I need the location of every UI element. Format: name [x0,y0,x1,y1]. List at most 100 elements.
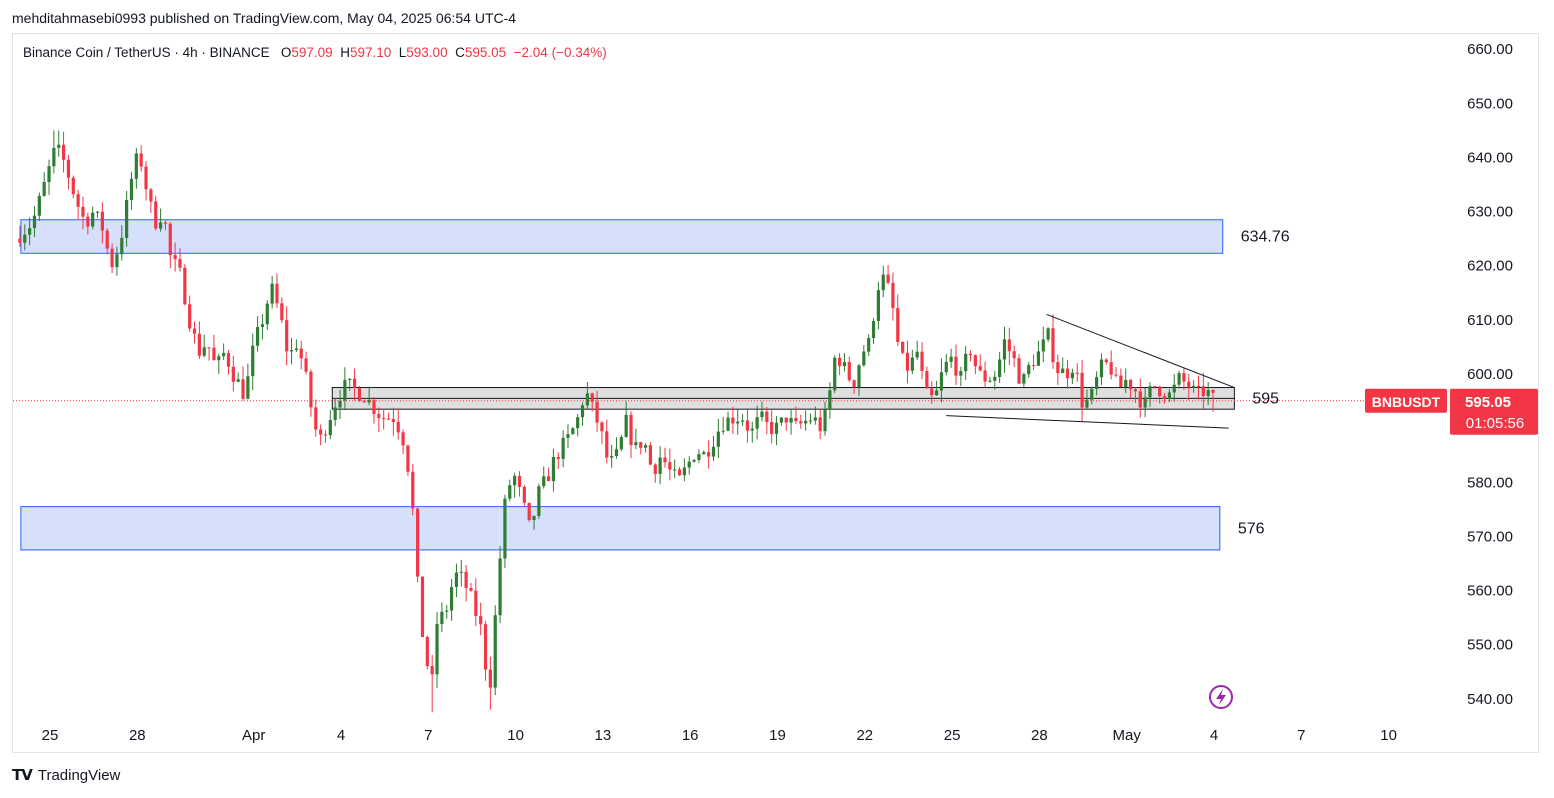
y-tick-label: 600.00 [1467,366,1513,383]
candle-body [973,355,977,367]
tradingview-brand: TradingView [37,766,121,784]
candle-body [517,475,522,487]
candle-body [1027,365,1031,375]
candle-body [959,371,963,376]
candle-body [294,348,298,351]
candle-body [968,353,973,356]
candle-body [624,414,628,437]
candle-body [1187,381,1191,388]
low-label: L [398,45,407,60]
x-tick-label: 16 [682,727,699,744]
candle-body [774,422,779,434]
candle-body [251,345,255,377]
candle-body [406,445,410,472]
candle-body [1201,386,1205,396]
candle-body [343,380,347,401]
candle-body [590,393,594,402]
candle-body [304,358,308,372]
candle-body [668,462,672,470]
candle-body [551,457,556,482]
tradingview-logo[interactable]: 𝗧𝗩 TradingView [12,766,121,785]
candle-body [319,429,323,435]
candle-body [755,417,759,429]
support-zone-0 [20,219,1224,254]
candle-body [1002,339,1007,360]
candle-body [876,290,880,322]
y-tick-label: 580.00 [1467,474,1513,491]
chart-frame[interactable] [12,33,1539,753]
candle-body [687,461,691,468]
candle-body [1041,339,1045,352]
candle-body [993,376,997,381]
candle-body [1206,390,1210,396]
candle-body [459,571,463,573]
candle-body [425,637,429,666]
candle-body [289,350,294,352]
candle-body [430,665,434,675]
candle-body [867,338,871,352]
candle-body [454,572,459,587]
candle-body [600,422,604,432]
candle-body [954,356,958,376]
candle-body [852,380,856,388]
candle-body [983,370,987,382]
candle-body [1095,377,1099,389]
x-tick-label: 25 [42,727,59,744]
zone-label-0: 634.76 [1241,229,1290,246]
candle-body [561,437,565,459]
candle-body [411,471,415,509]
candle-body [100,211,104,231]
candle-body [513,475,517,486]
y-tick-label: 660.00 [1467,41,1513,58]
candle-body [1119,375,1123,388]
candle-body [479,616,483,625]
candle-body [231,366,235,382]
tradingview-mark-icon: 𝗧𝗩 [12,767,33,784]
candle-body [323,434,328,436]
candle-body [556,457,560,459]
candle-body [799,421,803,424]
y-tick-label: 570.00 [1467,528,1513,545]
candle-body [837,357,842,367]
candle-body [1036,351,1041,366]
candle-body [1061,368,1065,374]
candle-body [1085,399,1089,408]
candle-body [91,212,95,227]
candle-body [1099,359,1104,378]
candle-body [998,359,1002,377]
candle-body [639,442,643,448]
candle-body [445,610,449,612]
candle-body [1128,379,1133,390]
candle-body [643,445,648,448]
candle-body [1124,379,1128,388]
candle-body [527,502,531,521]
candle-body [469,587,473,591]
candle-body [930,388,934,396]
x-tick-label: May [1113,727,1142,744]
candle-body [964,353,968,372]
candle-body [770,422,774,434]
candle-body [1031,365,1036,367]
candle-body [382,418,386,420]
candle-body [241,379,245,399]
candle-body [585,393,589,406]
candle-body [498,558,502,616]
candle-body [178,259,182,268]
candle-body [42,182,46,196]
candle-body [435,624,439,675]
x-tick-label: 22 [856,727,873,744]
candle-body [546,476,551,482]
candle-body [862,351,866,366]
candle-body [66,159,71,178]
symbol-label[interactable]: Binance Coin / TetherUS · 4h · BINANCE [23,45,270,60]
candle-body [808,420,813,422]
candle-body [129,178,134,200]
candle-body [168,223,172,256]
candle-body [1022,374,1026,384]
lightning-icon[interactable] [1209,685,1233,709]
candle-body [265,303,269,325]
candle-body [702,452,706,455]
plot-area [13,130,1445,713]
candle-body [386,418,391,420]
